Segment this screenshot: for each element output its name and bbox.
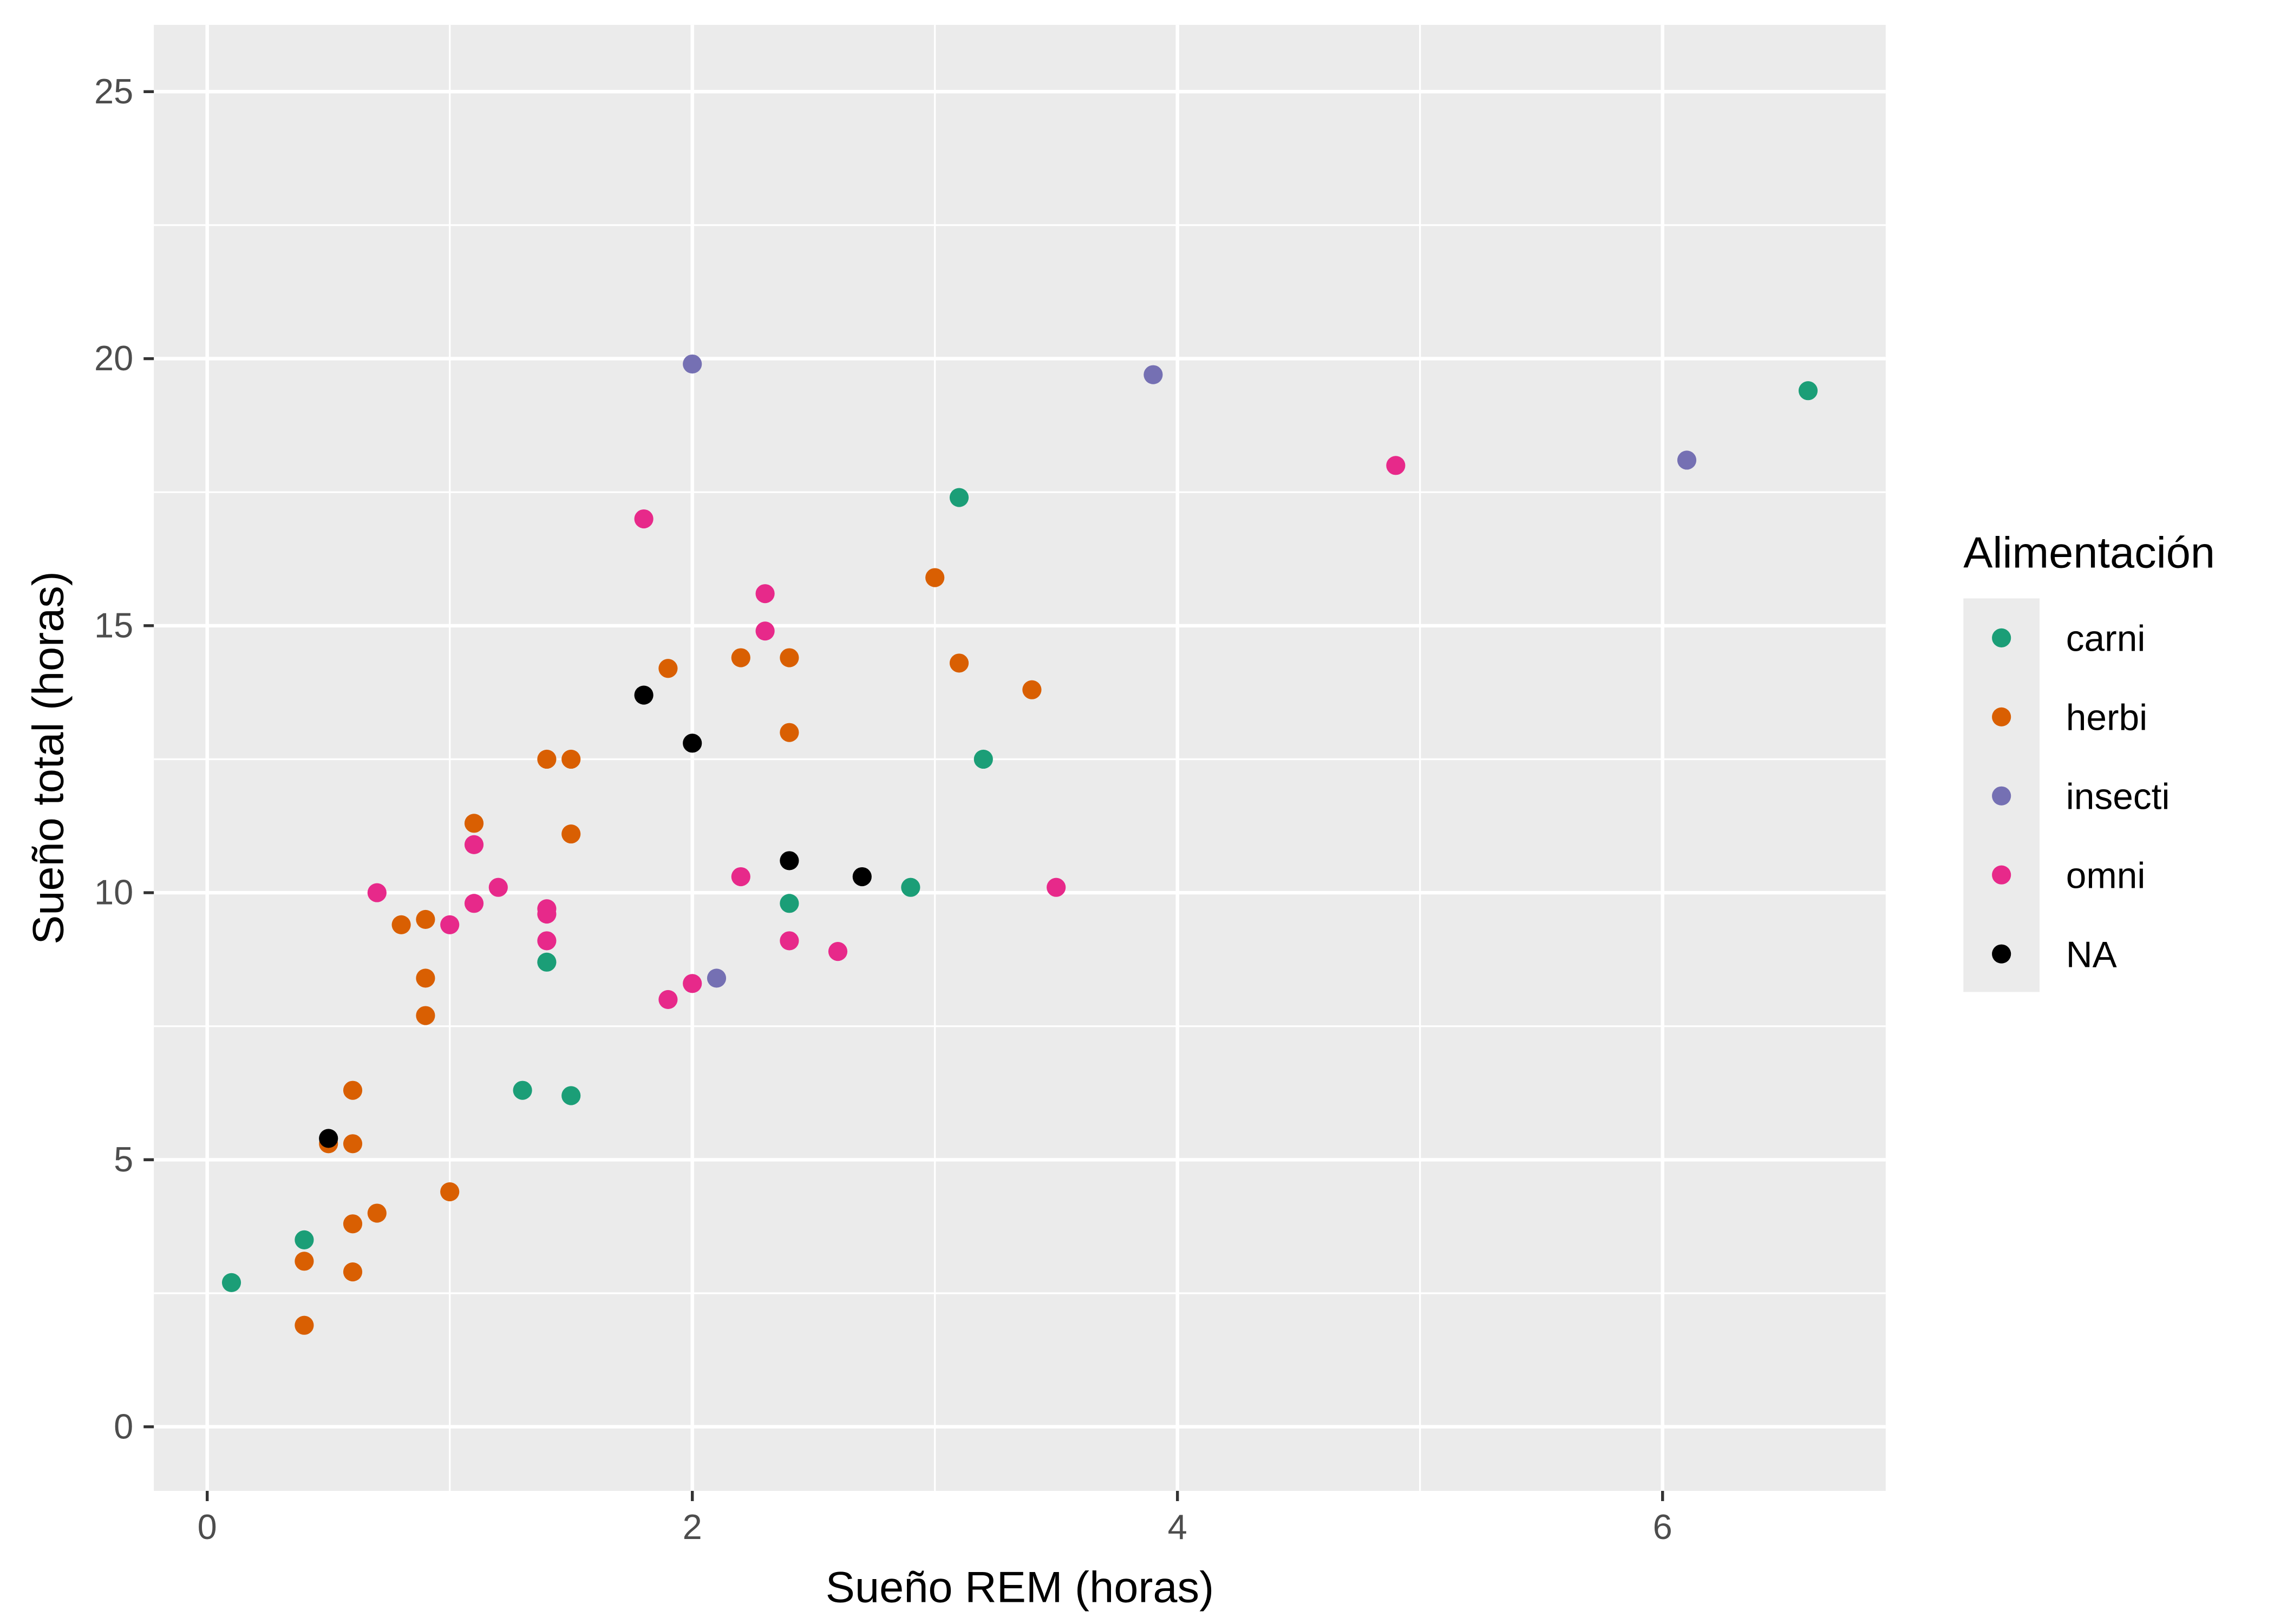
axis-ticks: 0 2 4 6 0 5 10 15 20 25	[94, 71, 1672, 1547]
data-point-na	[683, 734, 702, 753]
y-axis-label: Sueño total (horas)	[24, 571, 73, 945]
legend-label-omni: omni	[2066, 856, 2146, 896]
data-point-omni	[464, 894, 484, 913]
legend-key-herbi	[1992, 707, 2011, 726]
gridlines	[154, 24, 1886, 1491]
data-point-herbi	[561, 749, 581, 769]
data-point-herbi	[343, 1214, 363, 1234]
x-tick-label: 0	[198, 1507, 217, 1547]
data-point-na	[634, 685, 654, 705]
data-point-na	[852, 867, 872, 887]
y-tick-label: 15	[94, 605, 133, 645]
data-point-herbi	[658, 659, 678, 678]
data-point-omni	[780, 931, 799, 951]
data-point-herbi	[561, 824, 581, 844]
data-point-herbi	[731, 648, 750, 667]
data-point-omni	[464, 835, 484, 854]
data-point-omni	[537, 931, 557, 951]
data-point-carni	[973, 749, 993, 769]
data-point-herbi	[295, 1315, 314, 1335]
data-point-omni	[488, 878, 508, 897]
data-point-herbi	[416, 909, 435, 929]
data-point-omni	[755, 584, 775, 604]
y-tick-label: 20	[94, 338, 133, 378]
data-point-carni	[513, 1081, 532, 1100]
legend-title: Alimentación	[1963, 529, 2215, 578]
data-point-herbi	[780, 648, 799, 667]
data-point-herbi	[464, 814, 484, 833]
data-point-herbi	[343, 1262, 363, 1282]
data-point-herbi	[416, 968, 435, 988]
data-point-omni	[537, 905, 557, 924]
data-point-omni	[1047, 878, 1066, 897]
x-tick-label: 6	[1653, 1507, 1672, 1547]
data-point-na	[780, 851, 799, 870]
legend-label-herbi: herbi	[2066, 698, 2147, 738]
legend-label-na: NA	[2066, 935, 2117, 975]
x-tick-label: 4	[1168, 1507, 1187, 1547]
data-point-omni	[828, 942, 848, 961]
legend-label-carni: carni	[2066, 619, 2146, 659]
y-tick-label: 5	[114, 1140, 133, 1179]
data-point-omni	[683, 974, 702, 993]
y-tick-label: 0	[114, 1406, 133, 1446]
data-point-omni	[658, 990, 678, 1009]
data-point-omni	[367, 883, 387, 902]
data-point-carni	[780, 894, 799, 913]
legend-label-insecti: insecti	[2066, 777, 2170, 817]
data-point-insecti	[707, 968, 727, 988]
data-point-carni	[221, 1273, 241, 1292]
x-tick-label: 2	[683, 1507, 702, 1547]
data-point-omni	[440, 915, 460, 934]
data-point-insecti	[1677, 450, 1697, 470]
data-point-herbi	[537, 749, 557, 769]
data-point-insecti	[683, 354, 702, 374]
data-point-carni	[901, 878, 920, 897]
data-point-herbi	[295, 1252, 314, 1271]
data-point-herbi	[949, 653, 969, 673]
data-point-herbi	[440, 1182, 460, 1202]
x-axis-label: Sueño REM (horas)	[826, 1563, 1214, 1612]
data-point-omni	[634, 509, 654, 529]
data-point-omni	[1386, 456, 1406, 475]
data-point-omni	[731, 867, 750, 887]
data-point-carni	[537, 952, 557, 972]
plot-panel	[154, 24, 1886, 1491]
data-point-herbi	[367, 1203, 387, 1223]
data-point-carni	[295, 1230, 314, 1249]
data-point-herbi	[416, 1006, 435, 1025]
data-point-insecti	[1143, 365, 1163, 384]
data-point-herbi	[925, 568, 945, 587]
y-tick-label: 10	[94, 873, 133, 912]
data-point-herbi	[343, 1081, 363, 1100]
data-point-herbi	[343, 1134, 363, 1154]
data-point-carni	[1798, 381, 1818, 401]
legend-key-omni	[1992, 865, 2011, 885]
data-point-na	[319, 1129, 338, 1148]
legend-key-carni	[1992, 628, 2011, 647]
data-points	[221, 354, 1818, 1335]
data-point-herbi	[391, 915, 411, 934]
legend-key-insecti	[1992, 786, 2011, 806]
legend: Alimentación carni herbi insecti omni NA	[1963, 529, 2215, 992]
data-point-herbi	[780, 723, 799, 742]
data-point-carni	[561, 1086, 581, 1105]
data-point-omni	[755, 621, 775, 641]
data-point-carni	[949, 488, 969, 507]
legend-key-na	[1992, 944, 2011, 964]
data-point-herbi	[1022, 680, 1042, 699]
y-tick-label: 25	[94, 71, 133, 111]
